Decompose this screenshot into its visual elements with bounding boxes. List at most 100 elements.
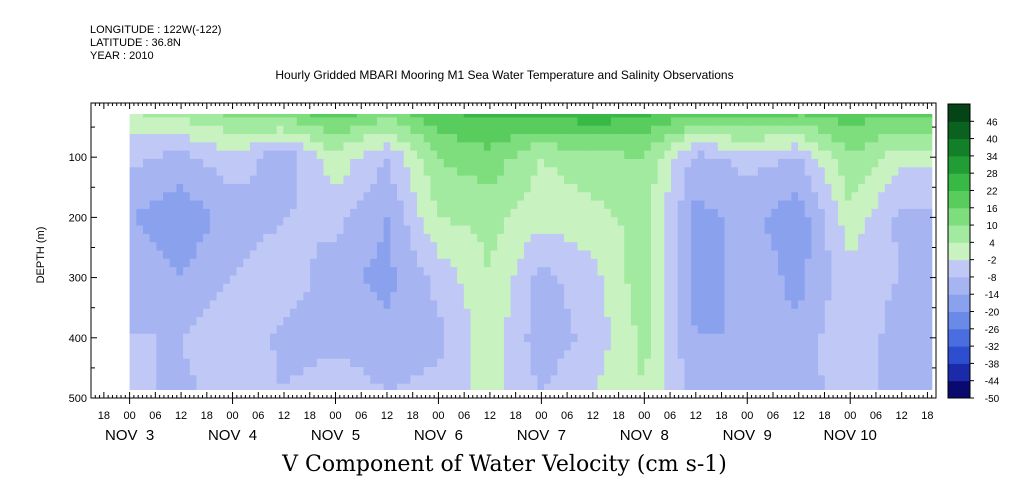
heatmap-cell	[477, 358, 485, 368]
heatmap-cell	[590, 192, 599, 202]
heatmap-cell	[383, 308, 391, 318]
heatmap-cell	[911, 317, 919, 326]
colorbar-swatch	[948, 225, 970, 243]
heatmap-cell	[604, 117, 612, 127]
heatmap-cell	[878, 142, 886, 152]
heatmap-cell	[904, 142, 913, 152]
heatmap-cell	[403, 317, 411, 326]
heatmap-cell	[777, 300, 786, 310]
heatmap-cell	[744, 200, 752, 210]
heatmap-cell	[811, 133, 819, 143]
heatmap-cell	[791, 175, 799, 185]
heatmap-cell	[249, 300, 258, 310]
heatmap-cell	[537, 117, 545, 127]
heatmap-cell	[249, 367, 258, 376]
x-hour-tick-label: 18	[201, 410, 213, 422]
heatmap-cell	[637, 325, 645, 335]
heatmap-cell	[470, 267, 478, 277]
heatmap-cell	[624, 258, 632, 268]
heatmap-cell	[330, 117, 338, 127]
colorbar-swatch	[948, 104, 970, 122]
heatmap-cell	[530, 150, 538, 160]
heatmap-cell	[156, 275, 164, 285]
heatmap-cell	[858, 158, 866, 168]
heatmap-cell	[650, 267, 659, 277]
heatmap-cell	[731, 242, 739, 252]
heatmap-cell	[229, 192, 238, 202]
heatmap-cell	[691, 367, 699, 376]
heatmap-cell	[584, 200, 592, 210]
heatmap-cell	[764, 158, 772, 168]
heatmap-cell	[229, 183, 238, 193]
heatmap-cell	[457, 258, 465, 268]
heatmap-cell	[864, 275, 873, 285]
heatmap-cell	[691, 333, 699, 343]
heatmap-cell	[544, 114, 552, 118]
heatmap-cell	[764, 117, 772, 127]
heatmap-cell	[156, 208, 164, 218]
heatmap-cell	[383, 283, 391, 293]
heatmap-cell	[470, 183, 478, 193]
heatmap-cell	[644, 383, 652, 390]
heatmap-cell	[310, 258, 318, 268]
heatmap-cell	[898, 250, 906, 260]
x-day-label: NOV 6	[414, 427, 463, 444]
heatmap-cell	[590, 258, 599, 268]
heatmap-cell	[263, 225, 271, 235]
heatmap-cell	[664, 217, 672, 227]
heatmap-cell	[183, 217, 191, 227]
heatmap-cell	[330, 333, 338, 343]
heatmap-cell	[236, 175, 244, 185]
heatmap-cell	[597, 292, 605, 302]
heatmap-cell	[136, 308, 144, 318]
heatmap-cell	[751, 142, 759, 152]
heatmap-cell	[510, 242, 518, 252]
heatmap-cell	[544, 133, 552, 143]
heatmap-cell	[677, 200, 685, 210]
heatmap-cell	[470, 167, 478, 177]
heatmap-cell	[490, 325, 498, 335]
heatmap-cell	[664, 300, 672, 310]
heatmap-cell	[343, 267, 351, 277]
heatmap-cell	[203, 333, 211, 343]
heatmap-cell	[604, 267, 612, 277]
heatmap-cell	[744, 308, 752, 318]
plot-frame	[90, 102, 937, 399]
heatmap-cell	[925, 283, 933, 293]
heatmap-cell	[824, 367, 833, 376]
heatmap-cell	[163, 233, 171, 243]
heatmap-cell	[490, 300, 498, 310]
heatmap-cell	[851, 183, 859, 193]
heatmap-cell	[443, 175, 452, 185]
colorbar-label: -32	[985, 342, 1000, 353]
heatmap-cell	[637, 150, 645, 160]
heatmap-cell	[864, 250, 873, 260]
heatmap-cell	[644, 367, 652, 376]
heatmap-cell	[884, 300, 893, 310]
heatmap-cell	[878, 325, 886, 335]
heatmap-cell	[564, 175, 572, 185]
x-hour-tick-label: 12	[587, 410, 599, 422]
heatmap-cell	[510, 208, 518, 218]
heatmap-cell	[617, 125, 625, 135]
heatmap-cell	[537, 233, 545, 243]
heatmap-cell	[577, 292, 585, 302]
heatmap-cell	[149, 317, 157, 326]
heatmap-cell	[711, 325, 719, 335]
heatmap-cell	[470, 342, 478, 351]
heatmap-cell	[851, 133, 859, 143]
heatmap-cell	[811, 150, 819, 160]
heatmap-cell	[911, 233, 919, 243]
heatmap-cell	[183, 258, 191, 268]
heatmap-cell	[470, 333, 478, 343]
heatmap-cell	[697, 158, 706, 168]
heatmap-cell	[784, 183, 792, 193]
heatmap-cell	[363, 242, 371, 252]
heatmap-cell	[777, 117, 786, 127]
heatmap-cell	[136, 283, 144, 293]
heatmap-cell	[430, 258, 438, 268]
heatmap-cell	[376, 142, 385, 152]
heatmap-cell	[791, 225, 799, 235]
heatmap-cell	[483, 350, 492, 360]
heatmap-cell	[777, 358, 786, 368]
